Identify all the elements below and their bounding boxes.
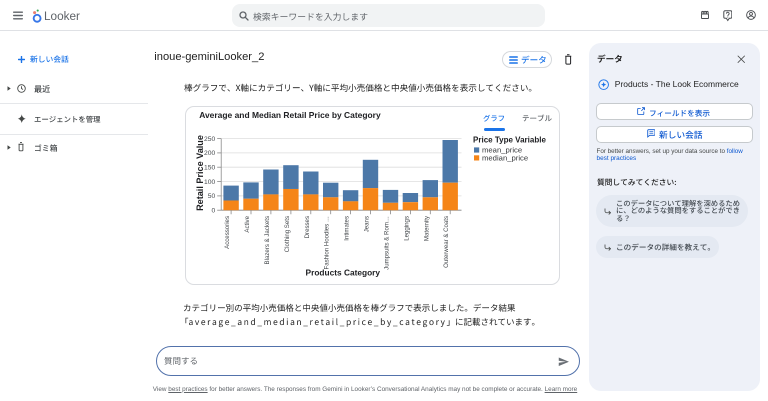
svg-text:median_price: median_price	[482, 153, 528, 162]
svg-text:Fashion Hoodies …: Fashion Hoodies …	[324, 216, 331, 270]
svg-text:Active: Active	[244, 215, 251, 232]
svg-text:Dresses: Dresses	[304, 216, 311, 238]
svg-text:0: 0	[211, 208, 215, 215]
svg-text:Retail Price Value: Retail Price Value	[195, 135, 205, 211]
svg-text:Products Category: Products Category	[306, 267, 381, 277]
svg-text:100: 100	[204, 179, 215, 186]
svg-text:mean_price: mean_price	[482, 145, 522, 154]
svg-text:Maternity: Maternity	[423, 215, 430, 241]
svg-text:Average and Median Retail Pric: Average and Median Retail Price by Categ…	[199, 110, 381, 120]
svg-text:Clothing Sets: Clothing Sets	[284, 216, 291, 252]
svg-text:50: 50	[208, 193, 216, 200]
svg-text:Blazers & Jackets: Blazers & Jackets	[264, 216, 271, 264]
svg-text:Intimates: Intimates	[344, 216, 351, 241]
svg-text:Jeans: Jeans	[364, 216, 371, 232]
svg-text:Outerwear & Coats: Outerwear & Coats	[443, 216, 450, 268]
svg-text:Accessories: Accessories	[224, 216, 231, 249]
svg-text:Price Type Variable: Price Type Variable	[473, 135, 546, 144]
svg-text:Jumpsuits & Rom…: Jumpsuits & Rom…	[384, 216, 391, 270]
svg-text:Leggings: Leggings	[403, 216, 410, 241]
svg-text:250: 250	[204, 136, 215, 143]
svg-text:200: 200	[204, 150, 215, 157]
svg-text:150: 150	[204, 165, 215, 172]
